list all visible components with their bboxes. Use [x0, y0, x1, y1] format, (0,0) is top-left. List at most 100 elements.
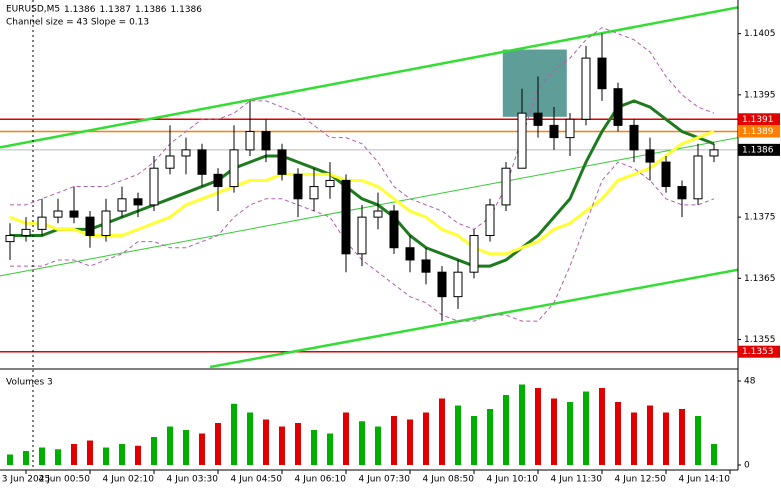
candle-body: [373, 210, 383, 218]
candle-body: [149, 167, 159, 206]
volume-bar: [231, 403, 237, 465]
price-level-label: 1.1353: [742, 347, 774, 357]
x-tick-label: 4 Jun 11:30: [551, 475, 603, 485]
indicator-line: [10, 99, 715, 268]
volume-bar: [311, 430, 317, 465]
axes: [0, 0, 739, 471]
candle-body: [693, 155, 703, 200]
candle-body: [517, 112, 527, 169]
candle-body: [661, 161, 671, 188]
indicator-line: [10, 26, 715, 230]
volume-bar: [647, 405, 653, 465]
chart-subtitle: Channel size = 43 Slope = 0.13: [6, 18, 149, 28]
volume-label: Volumes 3: [6, 378, 53, 388]
volume-bar: [375, 426, 381, 465]
x-tick-label: 4 Jun 07:30: [359, 475, 411, 485]
volume-panel: [7, 384, 717, 465]
volume-bar: [103, 447, 109, 465]
volume-bar: [535, 388, 541, 465]
volume-bar: [423, 412, 429, 465]
quote-value: 1.1387: [100, 5, 132, 15]
candle-body: [117, 198, 127, 212]
volume-bar: [599, 388, 605, 465]
volume-tick-label: 0: [744, 461, 750, 471]
candle-body: [405, 247, 415, 261]
volume-bar: [567, 402, 573, 465]
volume-bar: [679, 409, 685, 465]
y-tick-label: 1.1365: [744, 274, 776, 284]
volume-tick-label: 48: [744, 377, 756, 387]
price-level-box: [738, 125, 780, 138]
volume-bar: [151, 437, 157, 465]
candle-body: [309, 186, 319, 200]
x-tick-label: 4 Jun 12:50: [615, 475, 667, 485]
price-level-box: [738, 345, 780, 358]
candle-body: [549, 124, 559, 139]
volume-bar: [455, 405, 461, 465]
candle-body: [485, 204, 495, 236]
volume-bar: [55, 449, 61, 465]
candle-body: [469, 234, 479, 273]
candle-body: [533, 112, 543, 126]
candle-body: [133, 198, 143, 206]
candle-body: [197, 149, 207, 175]
candle-body: [165, 155, 175, 169]
y-tick-label: 1.1355: [744, 335, 776, 345]
channel-line: [0, 6, 738, 149]
channel-line: [209, 268, 738, 368]
candle-body: [389, 210, 399, 249]
volume-bar: [439, 398, 445, 465]
price-level-label: 1.1391: [742, 115, 774, 125]
candle-body: [293, 173, 303, 200]
quote: 1.1386 1.1387 1.1386 1.1386: [64, 5, 202, 15]
candle-body: [565, 118, 575, 139]
y-tick-label: 1.1375: [744, 213, 776, 223]
volume-bar: [7, 454, 13, 465]
volume-bar: [327, 433, 333, 465]
quote-value: 1.1386: [64, 5, 96, 15]
volume-bar: [183, 430, 189, 465]
volume-bar: [583, 391, 589, 465]
volume-bar: [263, 419, 269, 465]
candle-body: [341, 179, 351, 255]
candle-body: [357, 216, 367, 255]
volume-bar: [391, 416, 397, 465]
candle-body: [677, 186, 687, 200]
candle-body: [53, 210, 63, 218]
x-tick-label: 4 Jun 14:10: [679, 475, 731, 485]
price-level-box: [738, 143, 780, 156]
chart-title: EURUSD,M5: [6, 5, 60, 15]
volume-bar: [631, 412, 637, 465]
y-tick-label: 1.1405: [744, 29, 776, 39]
x-tick-label: 3 Jun 2025: [2, 475, 50, 485]
volume-bar: [615, 402, 621, 465]
candle-body: [629, 124, 639, 151]
candle-body: [453, 271, 463, 298]
volume-bar: [71, 444, 77, 465]
price-level-label: 1.1386: [742, 145, 774, 155]
candle-body: [213, 173, 223, 188]
candle-body: [101, 210, 111, 236]
candle-body: [709, 149, 719, 157]
price-level-label: 1.1389: [742, 127, 774, 137]
price-level-box: [738, 113, 780, 126]
candle-body: [421, 259, 431, 273]
volume-bar: [167, 426, 173, 465]
quote-value: 1.1386: [135, 5, 167, 15]
candle-body: [597, 57, 607, 90]
volume-bar: [215, 423, 221, 465]
volume-bar: [279, 426, 285, 465]
candle-body: [437, 271, 447, 298]
volume-bar: [695, 416, 701, 465]
volume-bar: [247, 412, 253, 465]
price-panel: [0, 6, 738, 368]
candle-body: [21, 228, 31, 236]
volume-bar: [471, 416, 477, 465]
candle-body: [37, 216, 47, 230]
x-tick-label: 4 Jun 02:10: [103, 475, 155, 485]
x-tick-label: 4 Jun 00:50: [39, 475, 91, 485]
volume-bar: [119, 444, 125, 465]
indicator-line: [9, 130, 715, 256]
x-tick-label: 4 Jun 10:10: [487, 475, 539, 485]
candle-body: [613, 88, 623, 126]
